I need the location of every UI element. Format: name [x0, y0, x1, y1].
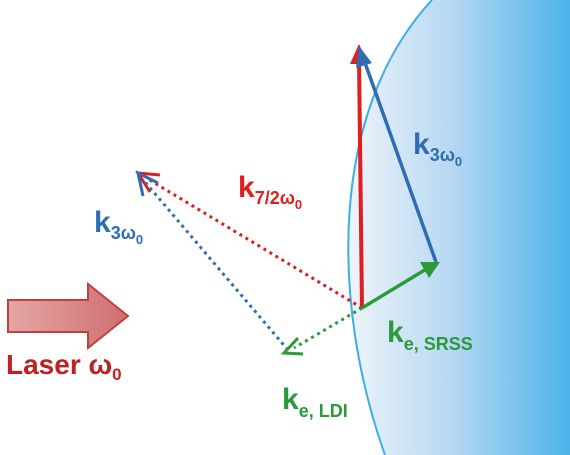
- ke-srss-arrow: [361, 262, 440, 310]
- laser-label: Laser ω0: [6, 349, 122, 384]
- ke-ldi-label: ke, LDI: [282, 383, 348, 421]
- k3-right-arrow: [356, 46, 438, 263]
- ke-ldi-dotted-arrow: [280, 306, 363, 356]
- laser-arrow: [7, 281, 130, 351]
- plasma-region: [348, 0, 570, 455]
- ke-srss-label: ke, SRSS: [387, 316, 473, 354]
- k3-left-label: k3ω0: [94, 206, 143, 247]
- k72-label: k7/2ω0: [238, 171, 302, 212]
- plasma-boundary: [347, 0, 433, 455]
- k3-right-label: k3ω0: [413, 128, 462, 169]
- k3-dotted-arrow: [135, 170, 290, 351]
